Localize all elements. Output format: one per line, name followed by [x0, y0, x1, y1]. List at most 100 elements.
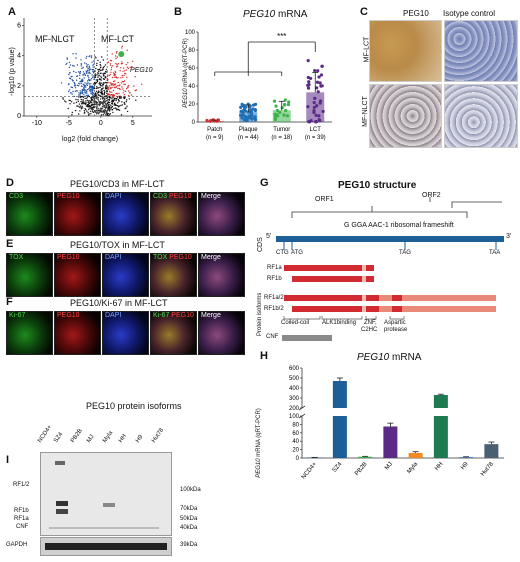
volcano-x-tick: 5	[131, 120, 135, 127]
panel-h-category-label: PB2B	[354, 461, 368, 477]
panel-c-col1-label: PEG10	[403, 9, 429, 18]
if-channel-label: Ki-67	[9, 312, 26, 319]
tag-stop-label: TAG	[399, 250, 411, 256]
peg10-cd3-if-image-3	[102, 192, 149, 236]
panel-b-point	[245, 115, 249, 120]
panel-f-if-row: Ki-67 PEG10 DAPI Ki-67 PEG10 Merge	[6, 311, 248, 366]
panel-h-ylabel-rest: mRNA (qRT-PCR)	[255, 408, 262, 459]
volcano-x-axis-label: log2 (fold change)	[62, 136, 119, 143]
peg10-structure-diagram	[276, 197, 504, 341]
panel-b-bar	[272, 110, 291, 122]
panel-h-category-label: NCD4+	[301, 461, 319, 480]
if-channel-label: Merge	[201, 193, 221, 200]
domain-c2hc-label: C2HC	[361, 327, 378, 333]
volcano-right-label: MF-LCT	[101, 34, 134, 44]
if-channel-label: PEG10	[57, 312, 80, 319]
panel-b-point	[320, 64, 324, 68]
panel-b-category-label: Plaque	[239, 127, 258, 133]
panel-label-b: B	[174, 6, 182, 18]
panel-b-point	[280, 106, 284, 110]
kda-50-label: 50kDa	[180, 516, 198, 522]
panel-h-category-label: MJ	[384, 461, 394, 471]
volcano-gene-label: PEG10	[130, 67, 153, 74]
panel-b-point	[282, 113, 286, 117]
panel-h-category-label: HH	[434, 461, 444, 471]
panel-b-point	[242, 103, 246, 108]
if-channel-label: DAPI	[105, 193, 122, 200]
panel-h-bar	[459, 457, 474, 458]
panel-h-ylabel-gene: PEG10	[255, 458, 262, 478]
panel-b-point	[319, 99, 323, 103]
panel-label-h: H	[260, 350, 268, 362]
panel-b-point	[242, 118, 246, 122]
ihc-isotype-mf-nlct-image	[444, 84, 518, 148]
panel-b-point	[314, 120, 318, 124]
kda-100-label: 100kDa	[180, 487, 201, 493]
panel-b-point	[243, 106, 247, 110]
peg10-tox-if-image-2	[54, 253, 101, 297]
cds-bar	[276, 236, 504, 242]
peg10-cd3-if-image-2	[54, 192, 101, 236]
if-channel-label: DAPI	[105, 254, 122, 261]
panel-b-point	[253, 108, 258, 112]
panel-d-title: PEG10/CD3 in MF-LCT	[70, 179, 165, 189]
orf1-label: ORF1	[315, 196, 334, 203]
panel-i-title: PEG10 protein isoforms	[86, 401, 182, 411]
if-channel-label: TOX	[9, 254, 24, 261]
panel-b-point	[309, 119, 313, 123]
panel-b-n-label: (n = 18)	[271, 135, 292, 141]
marker-rf12-label: RF1/2	[13, 482, 30, 488]
panel-h-bar	[358, 456, 373, 458]
panel-b-point	[278, 110, 282, 115]
peg10-ki-67-if-image-3	[102, 311, 149, 355]
isoform-rf1a-bar	[284, 265, 374, 271]
gapdh-label: GAPDH	[6, 542, 28, 548]
panel-b-y-tick: 100	[185, 30, 196, 36]
volcano-y-tick: 4	[17, 53, 21, 60]
panel-b-point	[249, 116, 253, 120]
panel-b-point	[313, 96, 317, 100]
panel-d-if-row: CD3 PEG10 DAPI CD3 PEG10 Merge	[6, 192, 248, 247]
peg10-tox-if-image-1	[6, 253, 53, 297]
panel-b-category-label: LCT	[310, 127, 322, 133]
protein-isoforms-label: Protein isoforms	[257, 292, 263, 336]
panel-h-title: PEG10 mRNA	[357, 352, 421, 363]
western-lane-label: NCD4+	[37, 424, 54, 444]
five-prime-label: 5'	[266, 233, 272, 240]
panel-b-y-tick: 60	[188, 66, 195, 72]
panel-h-y-tick: 0	[296, 456, 300, 462]
panel-b-point	[317, 118, 321, 122]
western-lane-label: Myla	[102, 430, 115, 444]
panel-e-if-row: TOX PEG10 DAPI TOX PEG10 Merge	[6, 253, 248, 308]
panel-label-i: I	[6, 454, 10, 466]
peg10-cd3-if-image-1	[6, 192, 53, 236]
panel-b-point	[318, 81, 322, 85]
panel-b-point	[316, 90, 320, 94]
volcano-y-axis-label: -log10 (p value)	[8, 47, 16, 96]
panel-b-point	[312, 105, 316, 110]
panel-e-title: PEG10/TOX in MF-LCT	[70, 240, 165, 250]
volcano-y-tick: 6	[17, 23, 21, 30]
panel-b-point	[248, 105, 252, 109]
panel-label-f: F	[6, 296, 13, 308]
panel-b-point	[315, 80, 320, 84]
panel-h-bar	[408, 452, 423, 458]
peg10-tox-if-image-5	[198, 253, 245, 297]
peg10-cd3-if-image-4	[150, 192, 197, 236]
peg10-ki-67-if-image-2	[54, 311, 101, 355]
peg10-ki-67-if-image-1	[6, 311, 53, 355]
ihc-isotype-mf-lct-image	[444, 20, 518, 82]
peg10-tox-if-image-4	[150, 253, 197, 297]
panel-b-point	[307, 80, 311, 84]
panel-h-chart: 0 20 40 60 80 100 200 300 400 500 600 NCD4+ SZ4 PB2B M…	[289, 366, 504, 480]
peg10-highlight-point	[118, 51, 125, 58]
panel-h-y-tick: 60	[292, 431, 299, 437]
panel-b-n-label: (n = 9)	[206, 135, 224, 141]
panel-h-y-axis-label: PEG10 mRNA (qRT-PCR)	[256, 408, 262, 478]
panel-b-point	[239, 109, 243, 113]
panel-b-point	[317, 114, 321, 118]
panel-h-category-label: SZ4	[332, 461, 344, 474]
panel-b-category-label: Tumor	[273, 127, 290, 133]
panel-label-d: D	[6, 177, 14, 189]
panel-b-point	[274, 104, 278, 108]
